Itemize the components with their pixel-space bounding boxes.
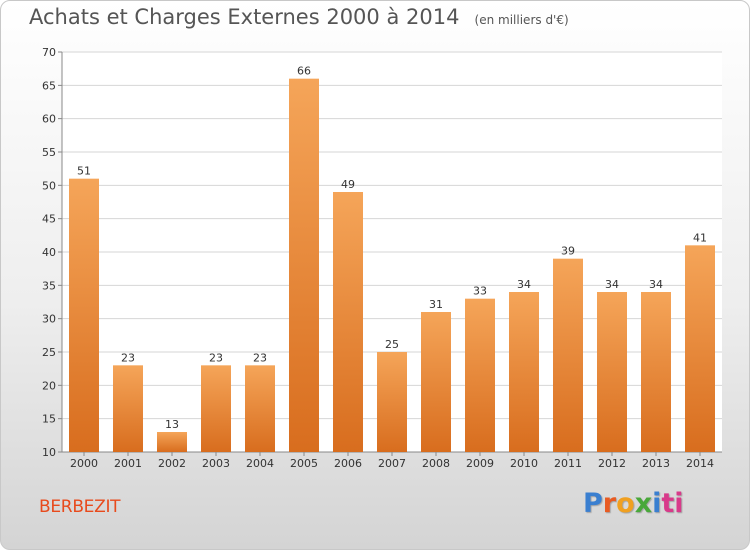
data-label: 23	[209, 351, 223, 364]
y-tick-label: 10	[42, 446, 56, 459]
data-label: 66	[297, 65, 311, 78]
logo-letter: r	[602, 488, 617, 519]
bar	[69, 178, 99, 452]
data-label: 25	[385, 338, 399, 351]
bar	[641, 292, 671, 452]
y-tick-label: 35	[42, 279, 56, 292]
bar	[597, 292, 627, 452]
x-tick-label: 2004	[246, 457, 274, 470]
y-tick-label: 70	[42, 46, 56, 59]
logo-letter: x	[634, 488, 653, 519]
bar	[289, 78, 319, 453]
y-tick-label: 25	[42, 346, 56, 359]
bar	[553, 258, 583, 452]
y-tick-label: 20	[42, 379, 56, 392]
chart-header: Achats et Charges Externes 2000 à 2014 (…	[29, 5, 569, 29]
y-tick-label: 15	[42, 413, 56, 426]
x-tick-label: 2000	[70, 457, 98, 470]
bar	[333, 192, 363, 452]
data-label: 34	[517, 278, 531, 291]
chart-subtitle: (en milliers d'€)	[474, 13, 569, 27]
data-label: 39	[561, 245, 575, 258]
data-label: 23	[253, 351, 267, 364]
x-tick-label: 2008	[422, 457, 450, 470]
data-label: 23	[121, 351, 135, 364]
x-tick-label: 2013	[642, 457, 670, 470]
chart-title: Achats et Charges Externes 2000 à 2014	[29, 5, 460, 29]
logo-letter: i	[652, 488, 662, 519]
data-label: 34	[605, 278, 619, 291]
data-label: 13	[165, 418, 179, 431]
bar	[113, 365, 143, 452]
bar	[245, 365, 275, 452]
bar	[201, 365, 231, 452]
bar	[377, 352, 407, 452]
data-label: 33	[473, 285, 487, 298]
y-tick-label: 40	[42, 246, 56, 259]
data-label: 34	[649, 278, 663, 291]
x-tick-label: 2009	[466, 457, 494, 470]
x-tick-label: 2002	[158, 457, 186, 470]
x-tick-label: 2006	[334, 457, 362, 470]
y-tick-label: 55	[42, 146, 56, 159]
bar	[685, 245, 715, 452]
logo-letter: P	[583, 488, 603, 519]
bar	[421, 312, 451, 452]
y-tick-label: 60	[42, 113, 56, 126]
bar	[157, 432, 187, 452]
x-tick-label: 2005	[290, 457, 318, 470]
logo-letter: o	[616, 488, 635, 519]
data-label: 41	[693, 231, 707, 244]
logo-letter: ti	[661, 488, 684, 519]
x-tick-label: 2007	[378, 457, 406, 470]
data-label: 51	[77, 165, 91, 178]
data-label: 49	[341, 178, 355, 191]
y-tick-label: 50	[42, 179, 56, 192]
y-tick-label: 45	[42, 213, 56, 226]
y-tick-label: 30	[42, 313, 56, 326]
x-tick-label: 2014	[686, 457, 714, 470]
commune-name: BERBEZIT	[39, 497, 121, 517]
x-tick-label: 2001	[114, 457, 142, 470]
x-tick-label: 2012	[598, 457, 626, 470]
proxiti-logo: Proxiti	[583, 488, 684, 519]
y-tick-label: 65	[42, 79, 56, 92]
x-tick-label: 2010	[510, 457, 538, 470]
x-tick-label: 2003	[202, 457, 230, 470]
data-label: 31	[429, 298, 443, 311]
x-tick-label: 2011	[554, 457, 582, 470]
bar	[509, 292, 539, 452]
bar	[465, 298, 495, 452]
